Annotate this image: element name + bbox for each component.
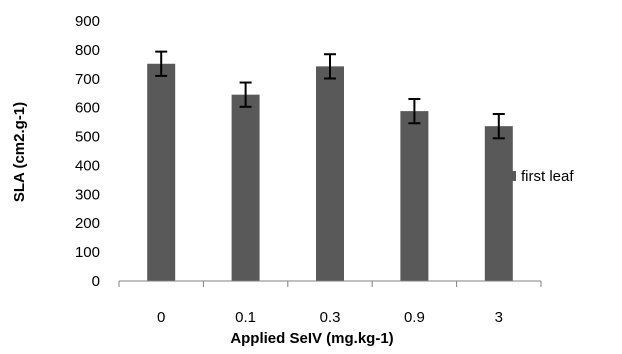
error-bar xyxy=(155,50,168,77)
x-axis-ticks: 0 0.1 0.3 0.9 3 xyxy=(157,309,503,326)
x-tick-label: 0.1 xyxy=(235,309,256,326)
x-axis xyxy=(118,280,542,287)
bar xyxy=(316,66,344,281)
bar xyxy=(231,94,260,282)
y-tick-label: 800 xyxy=(75,42,100,59)
error-bar xyxy=(492,113,505,140)
legend-swatch xyxy=(506,171,516,181)
x-axis-title: Applied SeIV (mg.kg-1) xyxy=(230,330,393,347)
y-axis-title: SLA (cm2.g-1) xyxy=(11,102,28,202)
x-tick-label: 0 xyxy=(157,309,165,326)
error-bars xyxy=(155,50,505,140)
bar xyxy=(400,111,429,281)
y-tick-label: 900 xyxy=(75,13,100,30)
x-tick-label: 0.9 xyxy=(404,309,425,326)
y-tick-label: 300 xyxy=(75,186,100,203)
legend-label: first leaf xyxy=(521,168,574,185)
y-tick-label: 100 xyxy=(75,244,100,261)
bar xyxy=(147,63,176,281)
x-tick-label: 3 xyxy=(495,309,503,326)
error-bar xyxy=(324,53,336,80)
y-tick-label: 400 xyxy=(75,157,100,174)
y-tick-label: 700 xyxy=(75,71,100,88)
bar xyxy=(484,126,513,282)
y-tick-label: 200 xyxy=(75,215,100,232)
y-axis-ticks: 0 100 200 300 400 500 600 700 800 900 xyxy=(75,13,100,290)
error-bar xyxy=(239,81,252,108)
y-tick-label: 500 xyxy=(75,129,100,146)
error-bar xyxy=(408,98,421,125)
y-tick-label: 600 xyxy=(75,100,100,117)
x-tick-label: 0.3 xyxy=(320,309,341,326)
legend: first leaf xyxy=(506,168,574,185)
bars xyxy=(147,63,513,282)
y-tick-label: 0 xyxy=(92,273,100,290)
